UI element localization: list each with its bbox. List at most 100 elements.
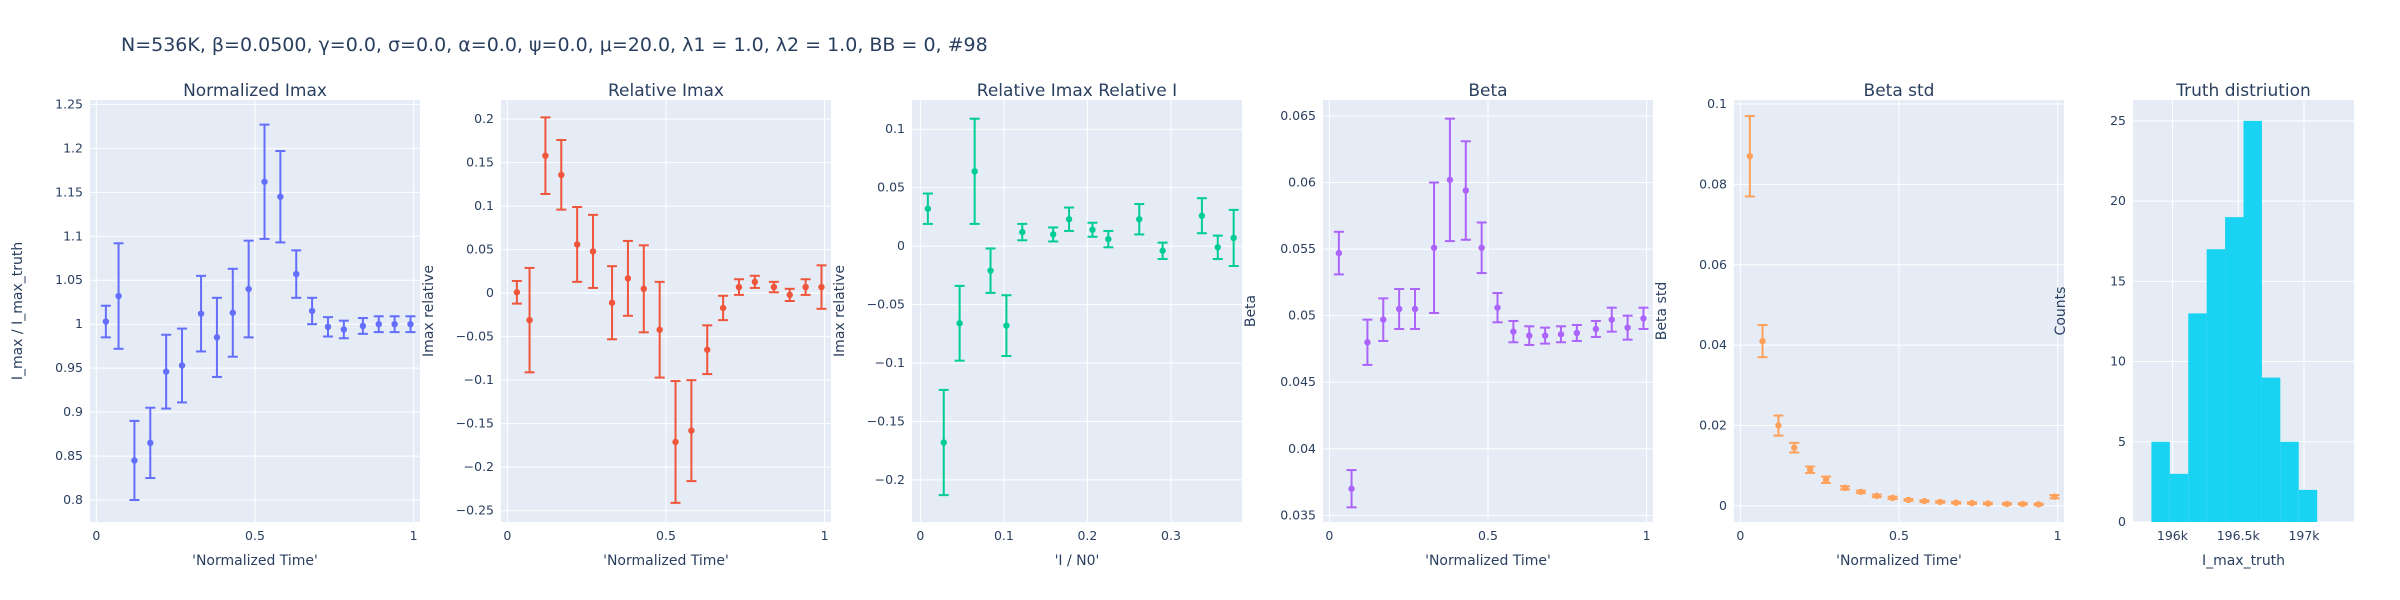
histogram-bar (2206, 249, 2226, 522)
data-point (1380, 316, 1387, 323)
x-axis-label: 'Normalized Time' (603, 553, 729, 569)
data-point (1557, 331, 1565, 338)
data-point (1395, 305, 1403, 313)
data-point (261, 178, 268, 185)
y-tick-label: 0.065 (1280, 108, 1316, 123)
x-axis-label: 'Normalized Time' (192, 553, 318, 569)
y-tick-label: 5 (2118, 434, 2126, 449)
data-point (656, 326, 663, 333)
x-tick-label: 0.1 (994, 528, 1014, 543)
y-tick-label: 25 (2110, 113, 2126, 128)
x-tick-label: 1 (821, 528, 829, 543)
x-axis-label: I_max_truth (2202, 553, 2285, 569)
y-tick-label: 0.08 (1699, 176, 1727, 191)
data-point (1640, 315, 1647, 322)
x-tick-label: 196k (2157, 528, 2189, 543)
y-tick-label: 0.1 (1707, 96, 1727, 111)
data-point (1592, 325, 1600, 333)
y-tick-label: 0.05 (1288, 308, 1316, 323)
data-point (1198, 212, 1206, 219)
data-point (1230, 234, 1237, 242)
y-axis-label: Imax relative (421, 265, 437, 357)
y-tick-label: 0.06 (1288, 175, 1316, 190)
y-tick-label: 0.05 (877, 180, 905, 195)
y-tick-label: 0 (486, 285, 494, 300)
data-point (308, 307, 316, 315)
data-point (1019, 228, 1026, 236)
data-point (924, 205, 932, 212)
data-point (1624, 324, 1631, 331)
x-tick-label: 197k (2288, 528, 2320, 543)
data-point (1478, 244, 1485, 251)
data-point (542, 152, 549, 159)
data-point (1775, 422, 1782, 429)
y-tick-label: −0.25 (456, 503, 494, 518)
data-point (640, 285, 647, 293)
subplot-title: Truth distriution (2175, 81, 2311, 101)
data-point (786, 291, 793, 299)
data-point (1494, 304, 1501, 311)
data-point (277, 193, 284, 200)
data-point (624, 275, 632, 282)
data-point (197, 310, 205, 317)
y-tick-label: 20 (2110, 193, 2126, 208)
subplot-title: Normalized Imax (183, 81, 327, 101)
x-axis-label: 'I / N0' (1055, 553, 1100, 569)
data-point (940, 439, 947, 446)
subplots: 0.8 0.85 0.9 0.95 1 1.05 1.1 1.15 1.2 1.25 0 0.5 1 No… (10, 81, 2354, 569)
histogram-bar (2280, 441, 2299, 522)
data-point (1411, 305, 1419, 313)
data-point (1105, 235, 1112, 243)
data-point (229, 309, 236, 316)
data-point (324, 323, 332, 331)
data-point (1089, 226, 1096, 233)
data-point (735, 283, 743, 291)
data-point (147, 439, 154, 447)
x-tick-label: 0.5 (1889, 528, 1909, 543)
x-axis-label: 'Normalized Time' (1836, 553, 1962, 569)
subplot-3: −0.2 −0.15 −0.1 −0.05 0 0.05 0.1 0 0.1 0.2 0.3 Rela… (832, 81, 1242, 569)
data-point (1937, 498, 1944, 506)
histogram-bar (2151, 441, 2170, 522)
data-point (2051, 493, 2058, 500)
data-point (375, 320, 382, 328)
histogram-bar (2298, 489, 2318, 522)
data-point (131, 457, 138, 464)
data-point (1065, 216, 1073, 223)
y-tick-label: 0.06 (1699, 257, 1727, 272)
data-point (1335, 249, 1343, 257)
subplot-4: 0.035 0.04 0.045 0.05 0.055 0.06 0.065 0 0.5 1 Bet… (1243, 81, 1653, 569)
data-point (2003, 500, 2011, 508)
data-point (1791, 444, 1798, 451)
y-axis-label: Beta (1243, 295, 1259, 327)
subplot-2: −0.25 −0.2 −0.15 −0.1 −0.05 0 0.05 0.1 0.15 0.2 0 0… (421, 81, 831, 569)
x-tick-label: 1 (1643, 528, 1651, 543)
y-tick-label: 0.055 (1280, 241, 1316, 256)
data-point (1541, 332, 1549, 339)
data-point (526, 316, 533, 324)
data-point (1889, 494, 1896, 502)
data-point (1806, 466, 1814, 473)
data-point (391, 320, 398, 328)
data-point (1759, 337, 1766, 345)
data-point (513, 289, 521, 296)
data-point (1841, 484, 1849, 492)
data-point (1003, 322, 1010, 329)
y-axis-label: Beta std (1654, 282, 1670, 340)
y-axis-label: Imax relative (832, 265, 848, 357)
data-point (1857, 488, 1865, 496)
data-point (340, 326, 348, 333)
y-tick-label: 0.8 (63, 492, 83, 507)
x-tick-label: 0 (916, 528, 924, 543)
data-point (162, 368, 170, 375)
data-point (1049, 231, 1057, 238)
subplot-title: Relative Imax (608, 81, 724, 101)
data-point (608, 299, 616, 306)
x-tick-label: 0 (92, 528, 100, 543)
y-axis-label: Counts (2053, 287, 2069, 336)
y-axis-label: I_max / I_max_truth (10, 242, 26, 380)
y-tick-label: 0.85 (55, 448, 83, 463)
data-point (245, 285, 252, 293)
data-point (1430, 244, 1438, 251)
